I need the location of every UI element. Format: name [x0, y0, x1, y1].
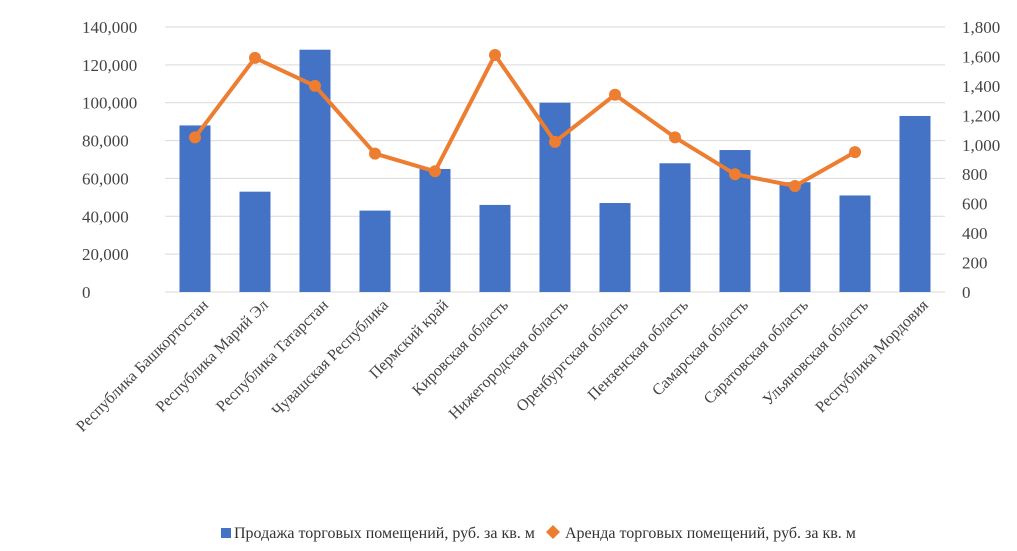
bar-series	[179, 49, 931, 292]
left-tick-label: 60,000	[82, 169, 129, 188]
right-tick-label: 200	[962, 254, 988, 273]
left-tick-label: 140,000	[82, 18, 137, 37]
category-label: Ульяновская область	[760, 297, 872, 409]
line-point	[609, 88, 621, 101]
right-tick-label: 1,800	[962, 18, 1000, 37]
category-label: Нижегородская область	[446, 297, 572, 423]
left-tick-label: 20,000	[82, 245, 129, 264]
category-label: Саратовская область	[701, 297, 812, 408]
category-label: Республика Марий Эл	[153, 297, 272, 416]
right-axis-tick-labels: 0 200 400 600 800 1,000 1,200 1,400 1,600 1,800	[962, 18, 1000, 302]
line-point	[669, 131, 681, 144]
right-tick-label: 1,000	[962, 136, 1000, 155]
line-point	[789, 180, 801, 192]
left-tick-label: 80,000	[82, 132, 129, 151]
right-tick-label: 1,400	[962, 77, 1000, 96]
right-tick-label: 400	[962, 224, 988, 243]
left-axis-tick-labels: 0 20,000 40,000 60,000 80,000 100,000 120,000 1…	[82, 18, 137, 302]
line-point	[309, 79, 321, 92]
bar	[359, 210, 391, 292]
category-label: Оренбургская область	[513, 297, 632, 416]
legend-line-swatch	[546, 525, 560, 539]
bar	[839, 195, 871, 292]
right-tick-label: 800	[962, 165, 988, 184]
bar	[779, 182, 811, 292]
line-point	[369, 147, 381, 160]
bar	[479, 204, 511, 292]
legend-line-label: Аренда торговых помещений, руб. за кв. м	[565, 525, 856, 542]
legend-bar-label: Продажа торговых помещений, руб. за кв. …	[234, 525, 535, 542]
right-tick-label: 1,200	[962, 106, 1000, 125]
legend: Продажа торговых помещений, руб. за кв. …	[221, 525, 856, 542]
category-label: Пензенская область	[585, 297, 692, 404]
left-tick-label: 40,000	[82, 207, 129, 226]
left-tick-label: 0	[82, 283, 91, 302]
bar	[599, 203, 631, 292]
line-point	[729, 168, 741, 181]
left-tick-label: 100,000	[82, 94, 137, 113]
line-series	[189, 48, 861, 192]
bar	[419, 168, 451, 292]
line-point	[249, 51, 261, 64]
line-point	[489, 48, 501, 61]
line-point	[429, 165, 441, 178]
line-point	[549, 135, 561, 148]
category-label: Республика Мордовия	[812, 296, 932, 416]
bar	[179, 125, 211, 292]
line-point	[849, 146, 861, 159]
right-tick-label: 600	[962, 195, 988, 214]
bar	[899, 115, 931, 292]
left-tick-label: 120,000	[82, 56, 137, 75]
bar	[239, 191, 271, 292]
category-label: Чувашская Республика	[269, 297, 392, 420]
series-line	[193, 52, 856, 188]
category-label: Республика Татарстан	[213, 297, 332, 416]
right-tick-label: 0	[962, 283, 971, 302]
right-tick-label: 1,600	[962, 47, 1000, 66]
legend-bar-swatch	[221, 528, 231, 538]
line-point	[189, 131, 201, 144]
bar	[659, 163, 691, 292]
